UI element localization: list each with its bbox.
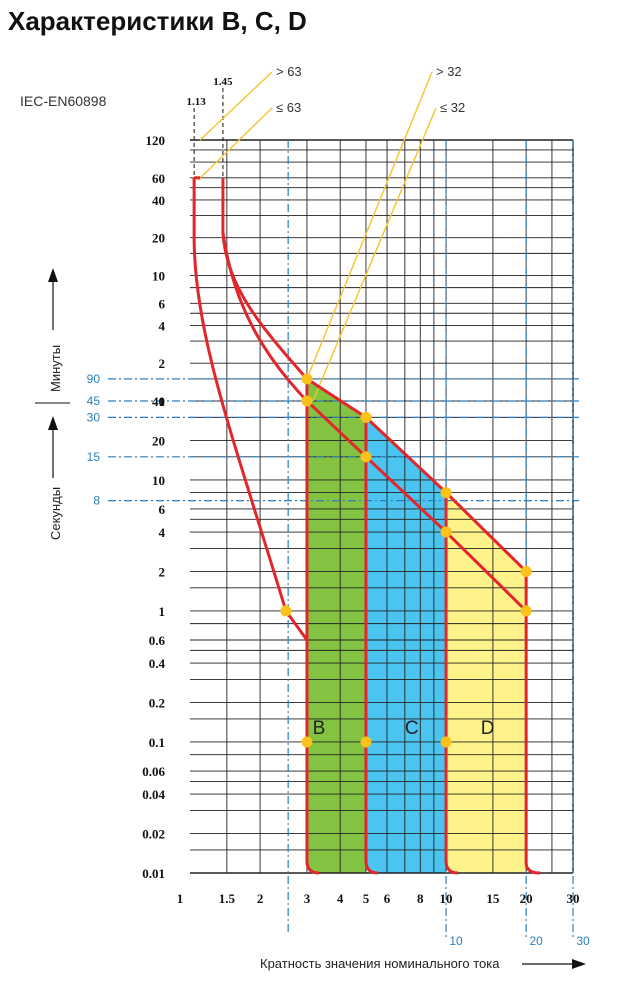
markers-layer [280,373,532,748]
y-tick-minutes: 60 [152,171,165,186]
y-tick-seconds: 40 [152,394,165,409]
x-tick: 30 [567,891,580,906]
y-marker-label: 30 [87,410,101,424]
region-label-c: C [405,718,419,739]
data-marker [360,736,372,748]
y-tick-minutes: 20 [152,231,165,246]
region-b-area [306,378,366,873]
data-marker [360,411,372,423]
y-tick-seconds: 0.4 [149,656,166,671]
x-tick: 3 [304,891,311,906]
x-axis-title: Кратность значения номинального тока [260,956,500,971]
magnetic-trip-line [364,417,379,875]
y-marker-label: 8 [93,494,100,508]
data-marker [520,565,532,577]
magnetic-trip-line [444,492,459,875]
labels-layer: B C D12060402010642140201064210.60.40.20.1… [35,64,590,971]
y-tick-seconds: 0.06 [142,764,165,779]
curve-label-leader [197,107,273,181]
x-axis-arrow-head [572,959,586,969]
x-tick: 4 [337,891,344,906]
x-tick: 20 [520,891,533,906]
x-tick: 1 [177,891,184,906]
y-marker-label: 45 [87,394,101,408]
x-tick: 8 [417,891,424,906]
data-marker [301,373,313,385]
x-tick: 10 [440,891,453,906]
y-tick-seconds: 20 [152,433,165,448]
data-marker [440,526,452,538]
y-tick-minutes: 4 [159,318,166,333]
x-blue-tick: 20 [529,934,543,948]
y-tick-seconds: 1 [159,604,166,619]
y-tick-seconds: 10 [152,473,165,488]
standard-label: IEC-EN60898 [20,93,107,109]
y-marker-label: 15 [87,450,101,464]
data-marker [301,395,313,407]
curve-label-leader [312,107,437,402]
y-tick-minutes: 1 [159,394,166,409]
y-tick-seconds: 0.6 [149,633,166,648]
y-tick-seconds: 6 [159,502,166,517]
y-tick-minutes: 120 [146,133,166,148]
y-tick-seconds: 0.2 [149,696,165,711]
minutes-arrow-head [48,268,58,282]
data-marker [440,736,452,748]
y-tick-minutes: 10 [152,268,165,283]
y-tick-seconds: 0.04 [142,787,165,802]
top-label-145: 1.45 [213,76,233,88]
y-axis-title-minutes: Минуты [48,345,63,392]
y-tick-minutes: 2 [159,356,166,371]
curve-label-leader [306,71,433,380]
seconds-arrow-head [48,416,58,430]
x-tick: 1.5 [219,891,236,906]
chart-title: Характеристики B, C, D [8,6,307,36]
curve-label-leader [199,71,273,141]
x-tick: 15 [486,891,500,906]
y-marker-label: 90 [87,372,101,386]
region-c-area [365,417,447,873]
top-label-113: 1.13 [186,96,206,108]
data-marker [360,451,372,463]
region-d-area [446,492,527,873]
region-label-b: B [313,718,326,739]
curve-label: ≤ 32 [440,100,465,115]
curve-label: > 63 [276,64,302,79]
data-marker [520,605,532,617]
y-tick-seconds: 0.02 [142,827,165,842]
x-tick: 6 [384,891,391,906]
x-blue-tick: 30 [576,934,590,948]
thermal-curve-lower-bound [192,177,309,641]
x-tick: 5 [363,891,370,906]
y-tick-minutes: 40 [152,193,165,208]
region-label-d: D [481,718,495,739]
data-marker [280,605,292,617]
y-tick-seconds: 0.01 [142,866,165,881]
x-blue-tick: 10 [449,934,463,948]
y-tick-seconds: 0.1 [149,735,165,750]
curve-label: ≤ 63 [276,100,301,115]
data-marker [301,736,313,748]
y-axis-title-seconds: Секунды [48,487,63,540]
x-tick: 2 [257,891,264,906]
data-marker [440,487,452,499]
curve-label: > 32 [436,64,462,79]
magnetic-trip-line [305,378,320,875]
y-tick-seconds: 4 [159,525,166,540]
y-tick-minutes: 6 [159,296,166,311]
y-tick-seconds: 2 [159,564,166,579]
